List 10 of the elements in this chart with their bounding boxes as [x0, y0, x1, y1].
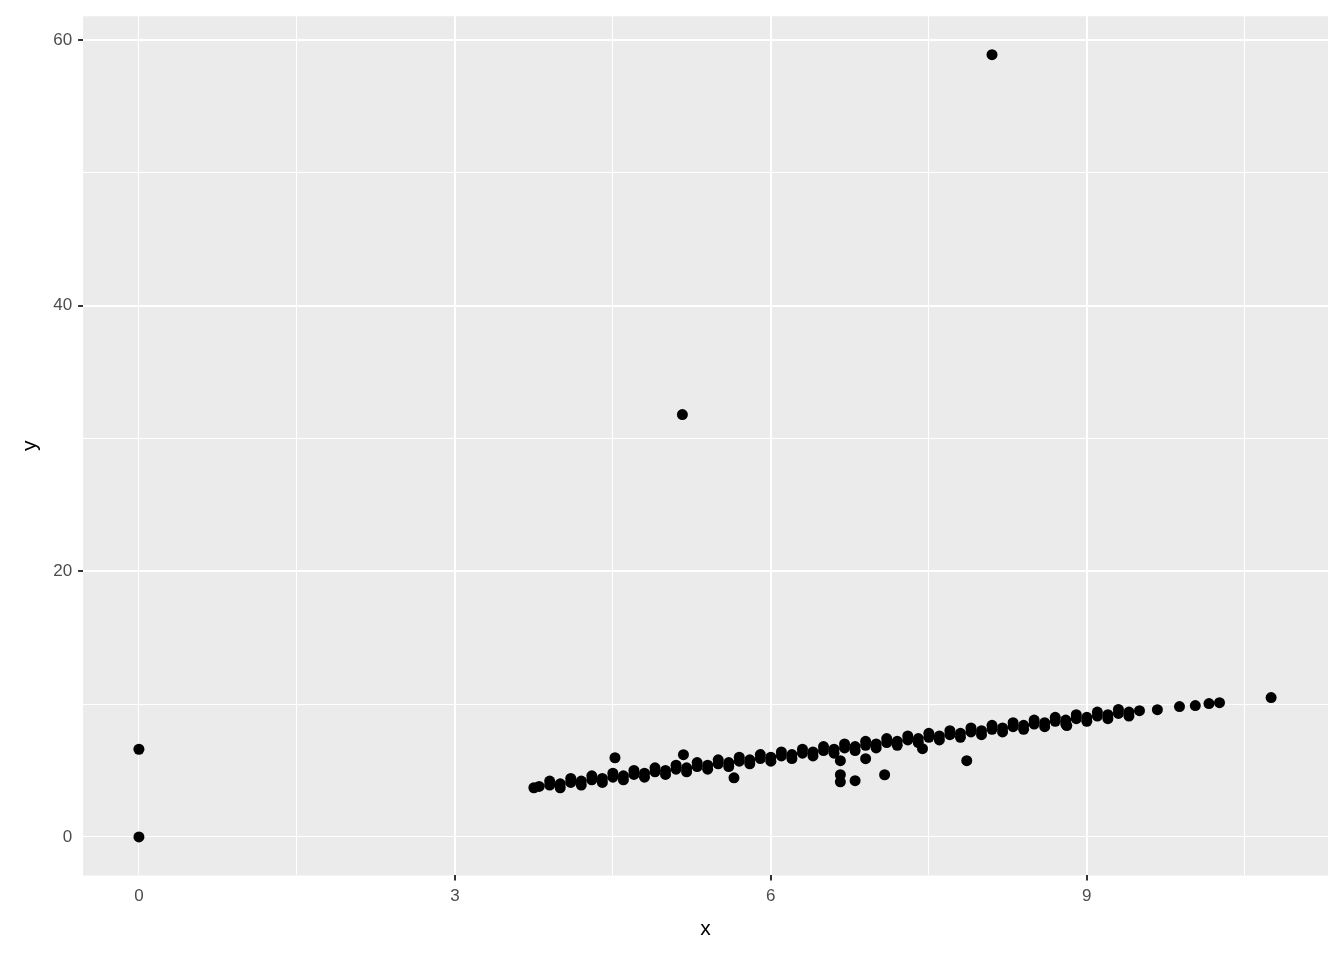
y-tick-label: 20 [53, 560, 73, 580]
y-tick-label: 40 [53, 295, 73, 315]
y-axis-title: y [17, 440, 41, 452]
x-tick-label: 6 [766, 886, 776, 906]
y-tick-label: 60 [53, 29, 73, 49]
x-tick-label: 9 [1082, 886, 1092, 906]
x-tick-label: 0 [134, 886, 144, 906]
x-tick-label: 3 [450, 886, 460, 906]
y-tick-label: 0 [62, 826, 73, 846]
x-axis-title: x [700, 916, 712, 940]
